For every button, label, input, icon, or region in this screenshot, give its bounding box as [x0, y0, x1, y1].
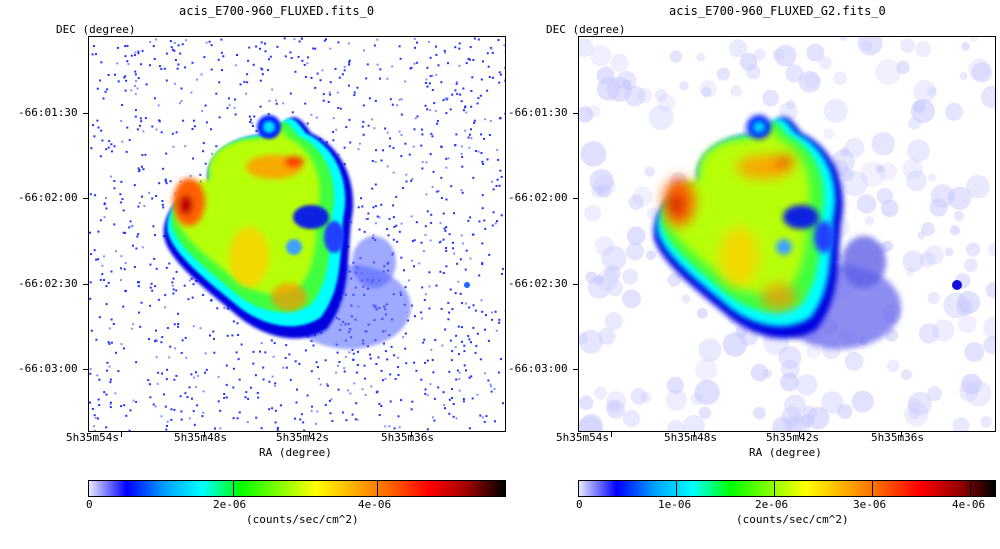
point-source [952, 280, 962, 290]
x-tick-mark [799, 432, 800, 437]
hot-spots [663, 155, 797, 311]
panel-title: acis_E700-960_FLUXED.fits_0 [179, 4, 375, 18]
colorbar-label: (counts/sec/cm^2) [246, 513, 359, 526]
colorbar-divider [774, 481, 775, 496]
colorbar [88, 480, 506, 497]
x-axis-label: RA (degree) [259, 446, 332, 459]
x-tick-label: 5h35m48s [174, 431, 227, 444]
colorbar-tick-label: 0 [86, 498, 93, 511]
colorbar-divider [970, 481, 971, 496]
x-tick-mark [121, 432, 122, 437]
x-tick-mark [901, 432, 902, 437]
inner-voids [776, 205, 834, 255]
y-tick-mark [83, 113, 88, 114]
x-tick-mark [611, 432, 612, 437]
colorbar-tick-label: 2e-06 [755, 498, 789, 511]
y-tick-label: -66:02:30 [18, 277, 78, 290]
x-tick-label: 5h35m48s [664, 431, 717, 444]
panel-title: acis_E700-960_FLUXED_G2.fits_0 [669, 4, 886, 18]
colorbar-tick-label: 0 [576, 498, 583, 511]
colorbar-divider [377, 481, 378, 496]
y-tick-mark [573, 284, 578, 285]
x-axis-label: RA (degree) [749, 446, 822, 459]
y-tick-mark [573, 369, 578, 370]
x-tick-mark [411, 432, 412, 437]
y-tick-mark [83, 369, 88, 370]
y-tick-label: -66:02:30 [508, 277, 568, 290]
hot-spots [173, 155, 307, 311]
x-tick-label: 5h35m42s [276, 431, 329, 444]
y-axis-label: DEC (degree) [546, 23, 626, 36]
y-tick-label: -66:01:30 [508, 106, 568, 119]
heatmap-svg [89, 37, 505, 431]
y-tick-label: -66:03:00 [508, 362, 568, 375]
heatmap-svg [579, 37, 995, 431]
y-tick-label: -66:03:00 [18, 362, 78, 375]
colorbar [578, 480, 996, 497]
colorbar-divider [676, 481, 677, 496]
colorbar-tick-label: 4e-06 [358, 498, 392, 511]
y-axis-label: DEC (degree) [56, 23, 136, 36]
y-tick-mark [83, 284, 88, 285]
x-tick-label: 5h35m54s [66, 431, 119, 444]
x-tick-label: 5h35m36s [871, 431, 924, 444]
y-tick-label: -66:02:00 [18, 191, 78, 204]
colorbar-tick-label: 2e-06 [213, 498, 247, 511]
x-tick-mark [204, 432, 205, 437]
colorbar-tick-label: 4e-06 [952, 498, 986, 511]
heatmap-image[interactable] [88, 36, 506, 432]
x-tick-label: 5h35m36s [381, 431, 434, 444]
x-tick-mark [309, 432, 310, 437]
remnant-body [163, 115, 354, 339]
y-tick-mark [573, 113, 578, 114]
x-tick-label: 5h35m54s [556, 431, 609, 444]
colorbar-tick-label: 1e-06 [658, 498, 692, 511]
y-tick-label: -66:02:00 [508, 191, 568, 204]
y-tick-mark [83, 198, 88, 199]
colorbar-divider [233, 481, 234, 496]
x-tick-mark [694, 432, 695, 437]
y-tick-label: -66:01:30 [18, 106, 78, 119]
heatmap-image[interactable] [578, 36, 996, 432]
remnant-body [653, 115, 844, 339]
colorbar-tick-label: 3e-06 [853, 498, 887, 511]
inner-voids [286, 205, 344, 255]
point-source [464, 282, 470, 288]
colorbar-divider [872, 481, 873, 496]
colorbar-label: (counts/sec/cm^2) [736, 513, 849, 526]
y-tick-mark [573, 198, 578, 199]
x-tick-label: 5h35m42s [766, 431, 819, 444]
